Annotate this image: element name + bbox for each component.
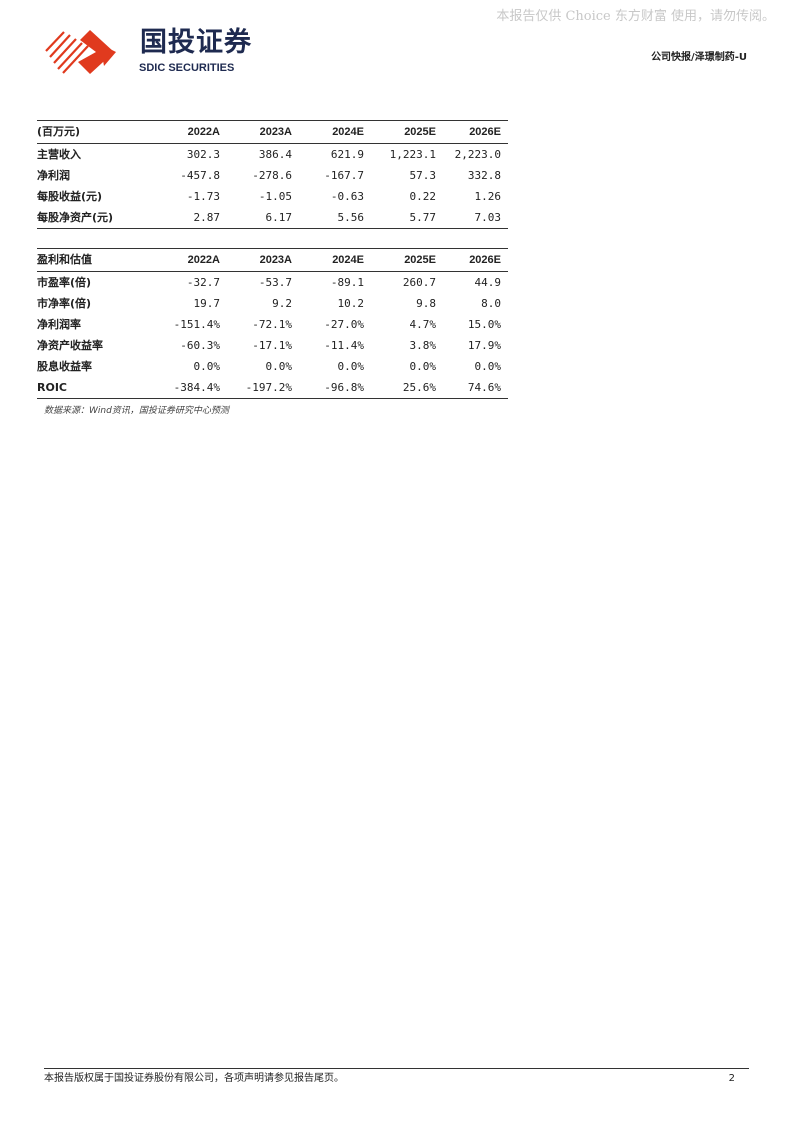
table-cell: 19.7 <box>193 296 221 310</box>
row-label: 净利润 <box>37 168 70 182</box>
table-cell: -278.6 <box>252 168 292 182</box>
table-cell: -89.1 <box>330 275 364 289</box>
table-cell: 9.8 <box>416 296 436 310</box>
table-cell: 2024E <box>292 120 364 144</box>
copyright-notice: 本报告版权属于国投证券股份有限公司，各项声明请参见报告尾页。 <box>44 1073 344 1084</box>
table-row: 净利润 -457.8 -278.6 -167.7 57.3 332.8 <box>37 165 508 186</box>
table-cell: -1.73 <box>186 189 220 203</box>
table-cell: -151.4% <box>173 317 220 331</box>
watermark: 本报告仅供 Choice 东方财富 使用，请勿传阅。 <box>496 9 775 24</box>
table-row: 净资产收益率 -60.3% -17.1% -11.4% 3.8% 17.9% <box>37 335 508 356</box>
row-label: 主营收入 <box>37 147 81 161</box>
table-cell: 9.2 <box>272 296 292 310</box>
report-category: 公司快报/泽璟制药-U <box>651 52 747 63</box>
table-cell: 0.0% <box>193 359 221 373</box>
table-cell: 2022A <box>148 120 220 144</box>
table-cell: 7.03 <box>474 210 502 224</box>
row-label: 净利润率 <box>37 317 81 331</box>
table-cell: 74.6% <box>467 380 501 394</box>
table-cell: 0.0% <box>337 359 365 373</box>
table-row: 每股净资产(元) 2.87 6.17 5.56 5.77 7.03 <box>37 207 508 229</box>
table-cell: -27.0% <box>324 317 364 331</box>
financial-summary-table: (百万元) 2022A 2023A 2024E 2025E 2026E 主营收入 302.3 3… <box>37 120 508 229</box>
table-row: ROIC -384.4% -197.2% -96.8% 25.6% 74.6% <box>37 377 508 399</box>
table-cell: -457.8 <box>180 168 220 182</box>
table-row: 市净率(倍) 19.7 9.2 10.2 9.8 8.0 <box>37 293 508 314</box>
row-label: 股息收益率 <box>37 359 92 373</box>
table-cell: 2024E <box>292 248 364 272</box>
table-cell: 5.56 <box>337 210 365 224</box>
row-label: 盈利和估值 <box>37 248 148 272</box>
table-cell: 2026E <box>436 248 508 272</box>
table-cell: -384.4% <box>173 380 220 394</box>
page-number: 2 <box>728 1073 735 1084</box>
table-cell: 621.9 <box>330 147 364 161</box>
table-cell: 2,223.0 <box>454 147 501 161</box>
table-cell: -53.7 <box>258 275 292 289</box>
table-row: 市盈率(倍) -32.7 -53.7 -89.1 260.7 44.9 <box>37 272 508 294</box>
table-cell: -0.63 <box>330 189 364 203</box>
table-cell: 25.6% <box>402 380 436 394</box>
table-cell: 2022A <box>148 248 220 272</box>
row-label: 净资产收益率 <box>37 338 103 352</box>
table-cell: -96.8% <box>324 380 364 394</box>
table-header-row: 盈利和估值 2022A 2023A 2024E 2025E 2026E <box>37 248 508 272</box>
table-cell: -197.2% <box>245 380 292 394</box>
table-cell: 2.87 <box>193 210 221 224</box>
table-cell: 17.9% <box>467 338 501 352</box>
table-cell: 260.7 <box>402 275 436 289</box>
logo-mark-icon <box>45 30 116 74</box>
logo-text-en: SDIC SECURITIES <box>139 62 235 74</box>
table-cell: -60.3% <box>180 338 220 352</box>
table-cell: 5.77 <box>409 210 437 224</box>
row-label: (百万元) <box>37 120 148 144</box>
table-cell: 2023A <box>220 120 292 144</box>
table-header-row: (百万元) 2022A 2023A 2024E 2025E 2026E <box>37 120 508 144</box>
table-cell: 57.3 <box>409 168 437 182</box>
table-cell: 44.9 <box>474 275 502 289</box>
table-cell: 1,223.1 <box>389 147 436 161</box>
table-cell: -72.1% <box>252 317 292 331</box>
table-cell: 3.8% <box>409 338 437 352</box>
logo-text-cn: 国投证券 <box>140 27 252 58</box>
row-label: 市盈率(倍) <box>37 275 92 289</box>
table-row: 每股收益(元) -1.73 -1.05 -0.63 0.22 1.26 <box>37 186 508 207</box>
table-cell: -11.4% <box>324 338 364 352</box>
table-cell: 0.0% <box>265 359 293 373</box>
row-label: 市净率(倍) <box>37 296 92 310</box>
table-cell: 332.8 <box>467 168 501 182</box>
table-cell: -32.7 <box>186 275 220 289</box>
table-cell: 2025E <box>364 248 436 272</box>
row-label: ROIC <box>37 380 67 394</box>
table-cell: 6.17 <box>265 210 293 224</box>
table-cell: 2026E <box>436 120 508 144</box>
row-label: 每股收益(元) <box>37 189 103 203</box>
sdic-logo: 国投证券 SDIC SECURITIES <box>44 28 264 76</box>
row-label: 每股净资产(元) <box>37 210 114 224</box>
table-cell: 2025E <box>364 120 436 144</box>
table-row: 主营收入 302.3 386.4 621.9 1,223.1 2,223.0 <box>37 144 508 166</box>
table-row: 净利润率 -151.4% -72.1% -27.0% 4.7% 15.0% <box>37 314 508 335</box>
table-cell: 2023A <box>220 248 292 272</box>
table-cell: 0.0% <box>409 359 437 373</box>
footer-divider <box>44 1068 749 1069</box>
data-source-note: 数据来源：Wind资讯，国投证券研究中心预测 <box>44 406 229 416</box>
valuation-table: 盈利和估值 2022A 2023A 2024E 2025E 2026E 市盈率(倍) -32.… <box>37 248 508 399</box>
table-cell: 10.2 <box>337 296 365 310</box>
table-cell: -167.7 <box>324 168 364 182</box>
table-cell: 15.0% <box>467 317 501 331</box>
table-cell: 0.22 <box>409 189 437 203</box>
table-cell: 302.3 <box>186 147 220 161</box>
table-cell: 4.7% <box>409 317 437 331</box>
table-cell: 1.26 <box>474 189 502 203</box>
table-cell: 0.0% <box>474 359 502 373</box>
table-cell: -1.05 <box>258 189 292 203</box>
table-cell: -17.1% <box>252 338 292 352</box>
table-cell: 386.4 <box>258 147 292 161</box>
table-cell: 8.0 <box>481 296 501 310</box>
table-row: 股息收益率 0.0% 0.0% 0.0% 0.0% 0.0% <box>37 356 508 377</box>
